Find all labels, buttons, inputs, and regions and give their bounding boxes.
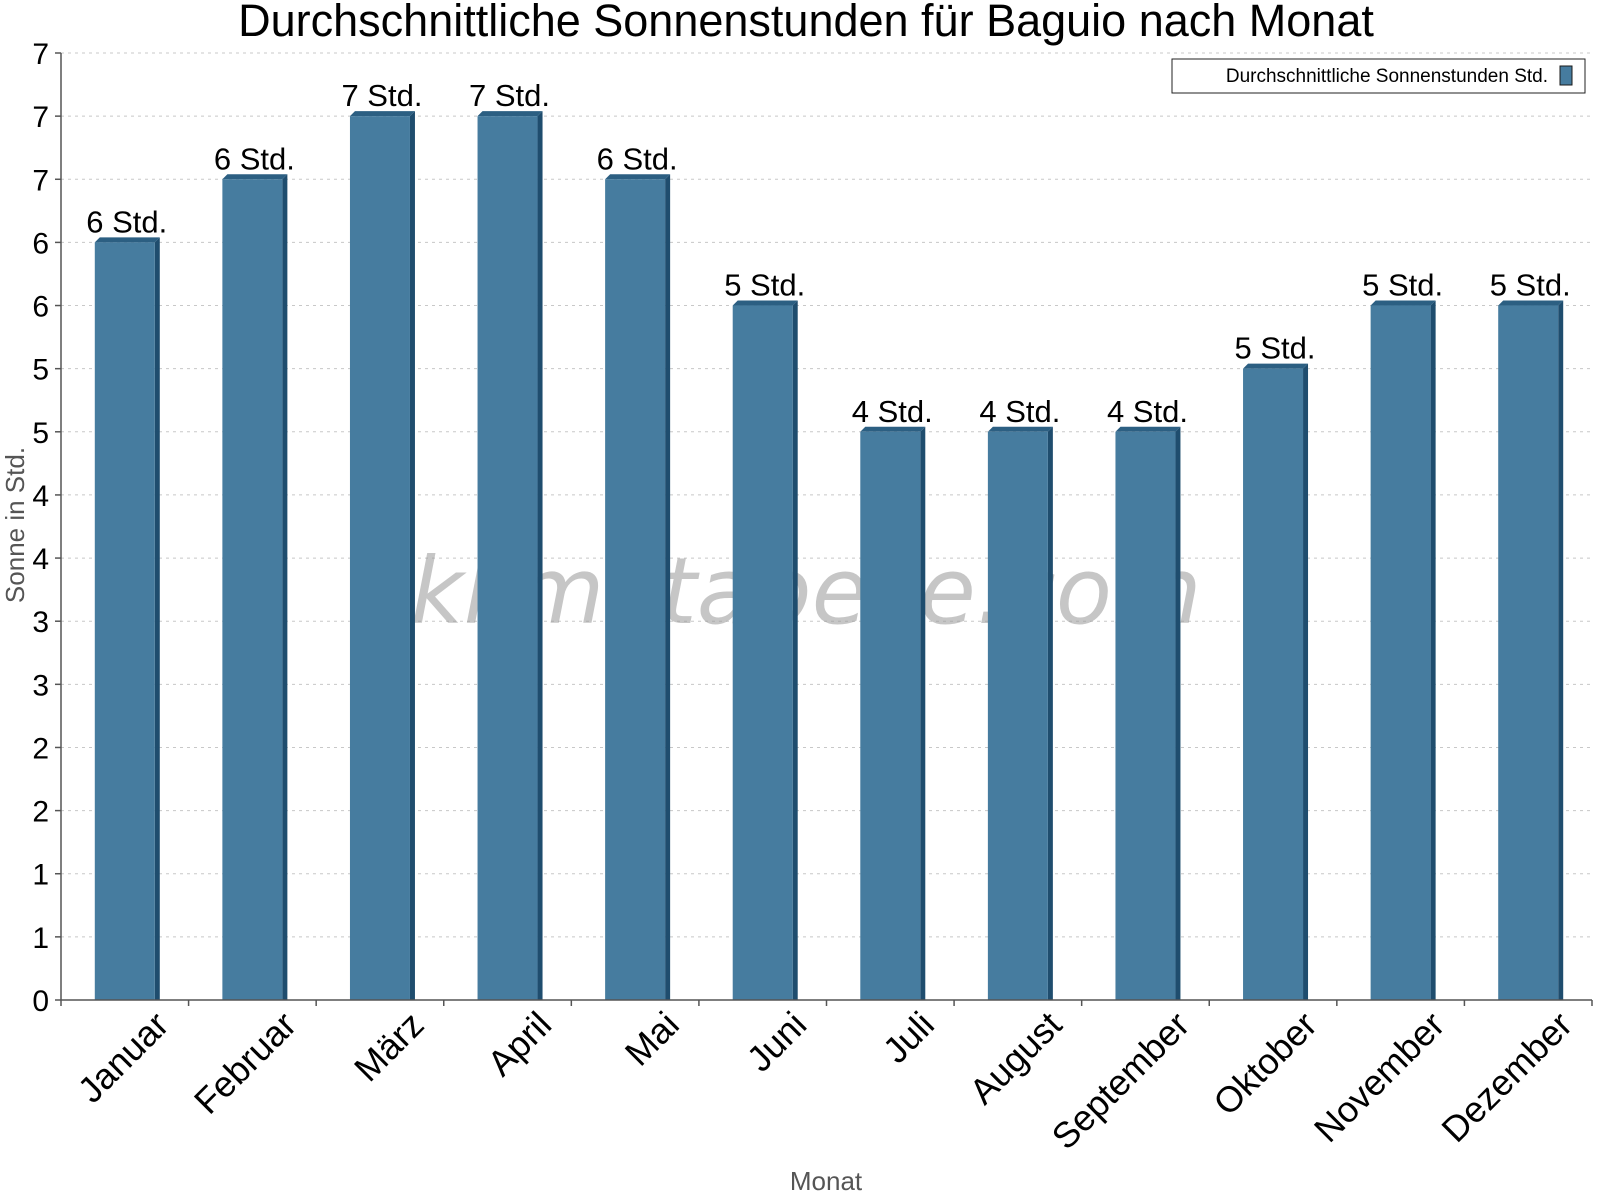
x-tick-label: August <box>961 1004 1069 1112</box>
bar-side <box>1303 363 1309 1001</box>
y-tick-label: 4 <box>32 480 49 513</box>
data-label: 6 Std. <box>597 141 678 176</box>
bar-side <box>1175 426 1181 1000</box>
x-tick-label: Oktober <box>1205 1004 1325 1124</box>
bar-top <box>477 111 543 117</box>
data-label: 4 Std. <box>979 394 1060 429</box>
x-tick-label: Mai <box>617 1004 687 1074</box>
y-tick-label: 3 <box>32 606 49 639</box>
bar-side <box>920 426 926 1000</box>
legend-box <box>1171 58 1586 94</box>
bar <box>94 242 155 1000</box>
data-label: 6 Std. <box>214 141 295 176</box>
bar <box>1115 431 1176 1000</box>
bar <box>349 116 410 1001</box>
y-axis-ticks: 0 1 1 2 2 3 3 4 4 5 5 6 6 7 7 7 <box>32 38 61 1018</box>
bar-side <box>792 300 798 1000</box>
bar <box>1498 305 1559 1000</box>
y-tick-label: 0 <box>32 985 49 1018</box>
legend-swatch <box>1559 65 1573 86</box>
data-label: 7 Std. <box>341 78 422 113</box>
y-tick-label: 7 <box>32 101 49 134</box>
x-tick-label: November <box>1306 1004 1452 1150</box>
y-tick-label: 2 <box>32 796 49 829</box>
bar-top <box>1115 426 1181 432</box>
legend-label: Durchschnittliche Sonnenstunden Std. <box>1226 66 1548 87</box>
x-axis-ticks: Januar Februar März April Mai Juni Juli AugustS… <box>60 1000 1593 1158</box>
bar-side <box>1047 426 1053 1000</box>
bar <box>605 179 666 1000</box>
y-tick-label: 1 <box>32 859 49 892</box>
bar-side <box>537 111 543 1001</box>
chart-title: Durchschnittliche Sonnenstunden für Bagu… <box>238 0 1374 46</box>
bar-side <box>1558 300 1564 1000</box>
bar-side <box>665 174 671 1000</box>
bar-side <box>1430 300 1436 1000</box>
bar-side <box>409 111 415 1001</box>
y-tick-label: 3 <box>32 669 49 702</box>
data-label: 7 Std. <box>469 78 550 113</box>
y-tick-label: 4 <box>32 543 49 576</box>
bar <box>1243 368 1304 1001</box>
y-tick-label: 2 <box>32 732 49 765</box>
bar-top <box>1370 300 1436 306</box>
axes <box>60 53 1592 1001</box>
x-tick-label: März <box>346 1004 432 1090</box>
x-tick-label: September <box>1044 1004 1198 1158</box>
y-tick-label: 1 <box>32 922 49 955</box>
y-tick-label: 6 <box>32 227 49 260</box>
bar-top <box>94 237 160 243</box>
data-label: 4 Std. <box>1107 394 1188 429</box>
bar <box>477 116 538 1001</box>
y-tick-label: 6 <box>32 291 49 324</box>
data-label: 6 Std. <box>86 204 167 239</box>
bar-side <box>282 174 288 1000</box>
x-tick-label: Januar <box>70 1004 177 1111</box>
bar-top <box>732 300 798 306</box>
bar <box>222 179 283 1000</box>
x-tick-label: Februar <box>186 1004 304 1122</box>
bar-top <box>987 426 1053 432</box>
bar-side <box>154 237 160 1000</box>
y-tick-label: 5 <box>32 417 49 450</box>
legend: Durchschnittliche Sonnenstunden Std. <box>1171 58 1586 94</box>
data-label: 5 Std. <box>1490 268 1571 303</box>
bar-top <box>349 111 415 117</box>
y-axis-label: Sonne in Std. <box>0 447 30 603</box>
bar-top <box>1498 300 1564 306</box>
bar <box>1370 305 1431 1000</box>
data-label: 5 Std. <box>724 268 805 303</box>
x-tick-label: Dezember <box>1433 1004 1579 1150</box>
bar <box>732 305 793 1000</box>
x-axis-label: Monat <box>790 1166 863 1196</box>
bars: 6 Std. 6 Std. 7 Std. 7 Std. 6 Std. 5 Std. 4 St… <box>86 78 1571 1001</box>
bar-top <box>222 174 288 180</box>
x-tick-label: Juni <box>739 1004 815 1080</box>
bar-top <box>860 426 926 432</box>
bar-top <box>1243 363 1309 369</box>
bar <box>987 431 1048 1000</box>
x-tick-label: Juli <box>875 1004 942 1071</box>
grid-lines <box>61 52 1592 938</box>
x-tick-label: April <box>479 1004 559 1084</box>
bar-top <box>605 174 671 180</box>
data-label: 4 Std. <box>852 394 933 429</box>
bar <box>860 431 921 1000</box>
y-tick-label: 7 <box>32 164 49 197</box>
data-label: 5 Std. <box>1235 331 1316 366</box>
y-tick-label: 5 <box>32 354 49 387</box>
data-label: 5 Std. <box>1362 268 1443 303</box>
y-tick-label: 7 <box>32 38 49 71</box>
